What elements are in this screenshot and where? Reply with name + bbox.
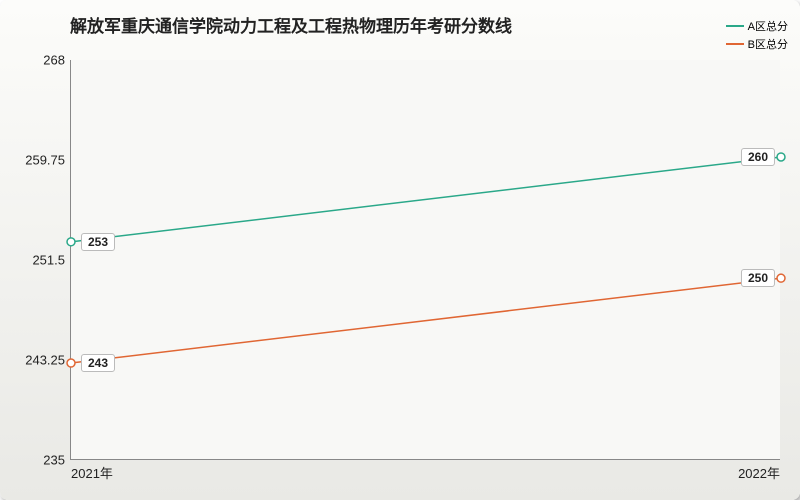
- chart-container: 解放军重庆通信学院动力工程及工程热物理历年考研分数线 A区总分 B区总分 235…: [0, 0, 800, 500]
- legend-swatch-a: [726, 25, 744, 27]
- legend-swatch-b: [726, 43, 744, 45]
- y-tick-label: 251.5: [32, 253, 71, 268]
- point-label: 250: [741, 269, 775, 287]
- point-label: 243: [81, 354, 115, 372]
- legend-item-a: A区总分: [726, 18, 788, 34]
- point-label: 253: [81, 233, 115, 251]
- x-tick-label: 2021年: [71, 459, 113, 482]
- x-tick-label: 2022年: [738, 459, 780, 482]
- chart-title: 解放军重庆通信学院动力工程及工程热物理历年考研分数线: [70, 12, 512, 37]
- y-tick-label: 259.75: [25, 153, 71, 168]
- chart-svg: [71, 60, 781, 460]
- y-tick-label: 243.25: [25, 353, 71, 368]
- legend-item-b: B区总分: [726, 36, 788, 52]
- y-tick-label: 268: [43, 53, 71, 68]
- point-label: 260: [741, 148, 775, 166]
- legend: A区总分 B区总分: [726, 18, 788, 54]
- y-tick-label: 235: [43, 453, 71, 468]
- plot-area: 235243.25251.5259.752682021年2022年2532602…: [70, 60, 780, 460]
- legend-label-b: B区总分: [748, 36, 788, 52]
- legend-label-a: A区总分: [748, 18, 788, 34]
